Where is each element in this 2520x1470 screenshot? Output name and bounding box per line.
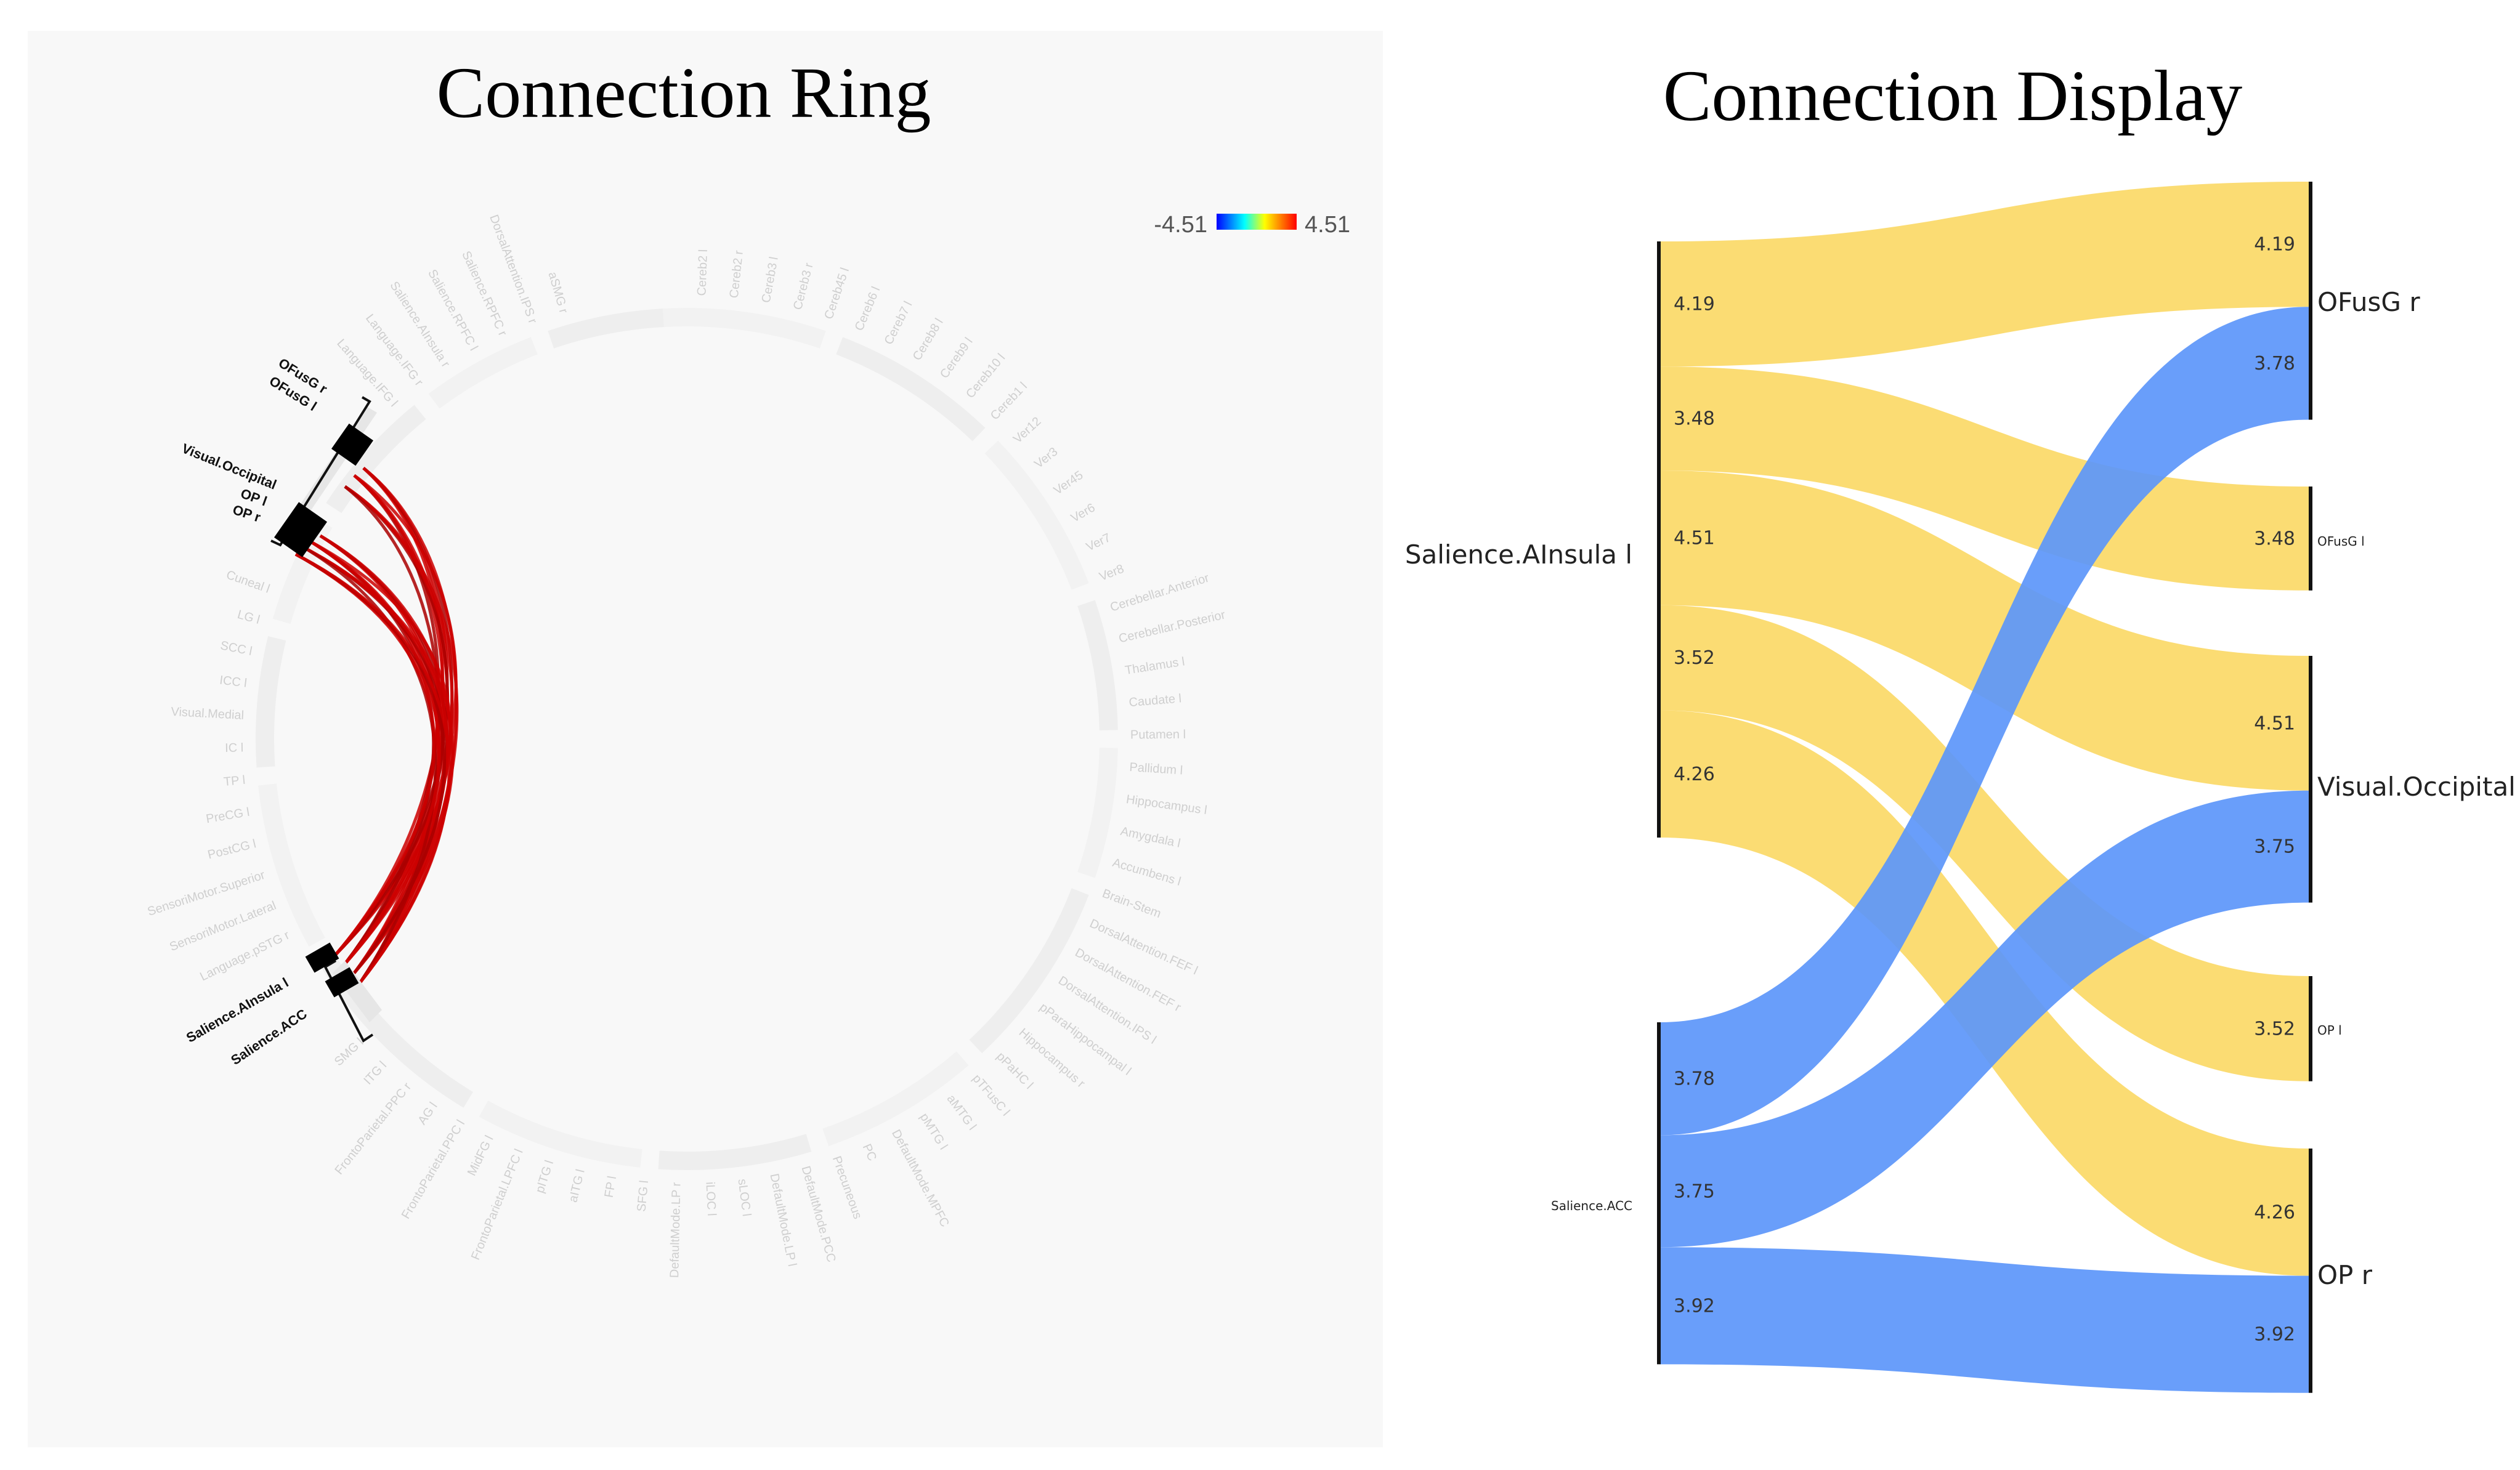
link-value-target: 3.92 [2254,1324,2295,1346]
target-label-op-l: OP l [2317,1023,2342,1038]
ring-track-segment [258,783,325,947]
sankey-target-bar [2309,1149,2312,1393]
target-label-ofusg-r: OFusG r [2317,287,2420,317]
sankey-link [1660,366,2309,591]
target-label-op-r: OP r [2317,1260,2373,1290]
ring-connection-edges [294,467,459,983]
scale-min-label: -4.51 [1154,212,1207,238]
ring-label-faint: IC l [225,741,243,755]
link-value-target: 3.48 [2254,528,2295,549]
link-value-target: 3.75 [2254,836,2295,858]
sankey-node-labels: Salience.AInsula l Salience.ACC OFusG r … [1405,287,2516,1290]
source-label-ainsula: Salience.AInsula l [1405,539,1632,570]
link-value-source: 3.75 [1674,1181,1715,1202]
ring-edge [294,552,451,983]
link-value-target: 4.26 [2254,1201,2295,1223]
connection-ring-panel: Connection Ring -4.51 4.51 Cereb2 l Cereb… [28,31,1383,1447]
top-cluster-bracket [270,396,371,547]
ring-track-segment [479,1100,642,1168]
sankey-target-bar [2309,656,2312,903]
link-value-target: 4.19 [2254,234,2295,256]
color-scale-legend: -4.51 4.51 [1154,212,1350,238]
scale-gradient-bar [1217,214,1297,230]
target-label-visual-occipital: Visual.Occipital [2317,772,2516,802]
op-node-marker [273,502,328,557]
link-value-source: 3.48 [1674,408,1715,430]
sankey-target-bar [2309,976,2312,1081]
ring-track-segment [1077,748,1118,878]
connection-display-panel: Connection Display 4.194.193.483.484.514… [1405,55,2516,1393]
ring-title: Connection Ring [436,52,931,133]
sankey-target-bar [2309,182,2312,420]
sankey-node-bars [1657,182,2312,1393]
sankey-target-bar [2309,487,2312,591]
link-value-source: 4.26 [1674,764,1715,785]
ring-track-segment [428,337,538,409]
bottom-cluster-bracket [323,959,374,1043]
sankey-link [1660,1247,2309,1393]
ring-track-segment [256,636,286,768]
ainsula-node-marker [305,942,339,973]
target-label-ofusg-l: OFusG l [2317,534,2365,549]
ring-track-segment [548,309,664,349]
ring-label-faint: Putamen l [1130,728,1186,742]
ring-track-segment [969,888,1089,1054]
ring-label-faint: iLOC l [703,1181,718,1216]
sankey-source-bar [1657,241,1661,838]
sankey-link [1660,605,2309,1081]
link-value-source: 4.51 [1674,527,1715,549]
ofusg-node-marker [331,423,373,466]
sankey-source-bar [1657,1022,1661,1365]
link-value-source: 3.92 [1674,1295,1715,1317]
source-label-acc: Salience.ACC [1551,1198,1632,1213]
sankey-links [1660,182,2309,1393]
link-value-source: 3.52 [1674,647,1715,669]
scale-max-label: 4.51 [1305,212,1350,238]
link-value-source: 4.19 [1674,294,1715,315]
ring-label-faint: SFG l [634,1180,651,1213]
ring-label-faint: DefaultMode.LP r [668,1182,683,1278]
link-value-target: 3.78 [2254,353,2295,374]
sankey-link [1660,182,2309,367]
sankey-link [1660,470,2309,791]
ring-track-segment [326,405,426,514]
acc-node-marker [325,967,359,998]
link-value-target: 3.52 [2254,1018,2295,1040]
ring-label-faint: TP l [223,773,246,789]
sankey-link [1660,307,2309,1136]
link-value-target: 4.51 [2254,713,2295,734]
link-value-source: 3.78 [1674,1068,1715,1090]
ring-track-segment [658,1134,812,1170]
sankey-link [1660,790,2309,1248]
ring-label-faint: Cereb2 l [695,249,710,296]
ring-track-segment [984,440,1089,590]
ring-track-segment [822,1051,969,1147]
sankey-title: Connection Display [1663,55,2243,136]
ring-track-segment [836,337,986,442]
sankey-link-values: 4.19 4.19 3.48 3.48 4.51 4.51 3.52 3.52 4.26 4.26… [1674,234,2295,1346]
ring-track-segment [658,308,826,349]
ring-label-faint: ICC l [219,673,248,690]
ring-track-segment [1077,600,1118,730]
ring-panel-background [28,31,1383,1447]
